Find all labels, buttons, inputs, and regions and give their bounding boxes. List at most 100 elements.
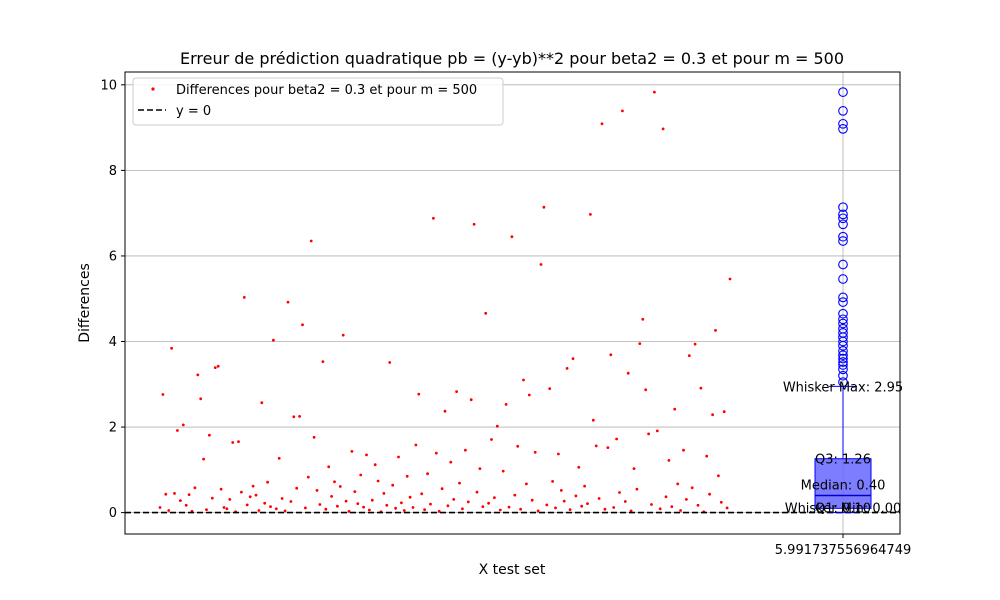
chart-title: Erreur de prédiction quadratique pb = (y… [180, 49, 844, 68]
data-point [673, 407, 677, 411]
data-point [289, 500, 293, 503]
outlier-marker [838, 318, 848, 329]
data-point [580, 504, 584, 508]
data-point [717, 474, 720, 478]
data-point [687, 354, 691, 357]
outlier-marker [838, 213, 848, 224]
data-point [464, 448, 467, 452]
data-point [277, 456, 281, 460]
outlier-marker [838, 292, 848, 303]
legend-entry-differences: Differences pour beta2 = 0.3 et pour m =… [176, 83, 477, 98]
data-point [685, 498, 688, 501]
data-point [411, 506, 415, 509]
data-point [472, 222, 476, 226]
data-point [362, 505, 365, 509]
outlier-marker [838, 209, 848, 220]
data-point [260, 401, 264, 405]
data-point [266, 480, 269, 484]
data-point [446, 504, 450, 508]
data-point [606, 446, 610, 449]
data-point [312, 435, 316, 439]
data-point [490, 438, 493, 441]
data-point [621, 109, 624, 113]
data-point [208, 433, 211, 437]
data-point [562, 499, 566, 503]
data-point [242, 296, 246, 299]
y-axis-ticks: 0 2 4 6 8 10 [100, 78, 125, 521]
outlier-marker [838, 236, 848, 246]
data-point [309, 239, 313, 243]
data-point [231, 441, 235, 444]
outlier-marker [838, 274, 848, 284]
data-point [577, 465, 581, 469]
data-point [554, 506, 557, 510]
data-point [597, 497, 601, 500]
data-point [618, 491, 621, 494]
whisker-max-label: Whisker Max: 2.95 [783, 380, 903, 395]
data-point [269, 505, 272, 508]
data-point [722, 410, 726, 414]
data-point [356, 502, 360, 505]
data-point [574, 494, 578, 498]
data-point [527, 393, 531, 397]
data-point [368, 508, 371, 512]
data-point [696, 503, 700, 507]
data-point [164, 492, 168, 496]
legend-box [132, 77, 504, 126]
data-point [405, 474, 409, 478]
data-point [161, 393, 165, 396]
y-axis-label: Differences [77, 263, 93, 342]
data-point [536, 509, 540, 513]
outlier-marker [838, 259, 848, 270]
data-point [272, 338, 275, 342]
data-point [295, 486, 299, 490]
data-point [423, 508, 426, 511]
data-point [591, 418, 595, 422]
data-point [324, 507, 328, 511]
data-point [458, 481, 461, 485]
data-point [693, 342, 697, 346]
data-point [449, 460, 453, 464]
data-point [388, 361, 392, 364]
data-point [391, 483, 395, 487]
data-point [589, 213, 592, 216]
data-point [615, 437, 618, 441]
data-point [350, 450, 354, 453]
data-point [304, 506, 307, 510]
data-point [210, 496, 214, 500]
data-point [400, 501, 403, 505]
data-point [495, 424, 499, 428]
data-point [533, 450, 537, 454]
data-point [170, 346, 174, 350]
data-point [347, 509, 351, 513]
legend-marker-red-dot [151, 87, 155, 91]
data-point [382, 492, 386, 495]
data-point [344, 499, 348, 503]
data-point [228, 498, 232, 501]
outlier-marker [838, 106, 848, 116]
data-point [641, 317, 645, 321]
data-point [199, 397, 203, 401]
data-point [670, 505, 674, 508]
data-point [237, 440, 240, 443]
data-point [714, 329, 717, 332]
data-point [504, 403, 508, 406]
data-point [493, 496, 496, 499]
outlier-marker [838, 323, 848, 334]
data-point [327, 465, 331, 469]
outlier-marker [838, 364, 848, 375]
data-point [196, 373, 200, 377]
data-point [452, 498, 456, 501]
q1-label: Q1: 0.10 [815, 501, 871, 516]
data-point [725, 506, 729, 510]
iqr-box [814, 458, 872, 509]
data-point [545, 503, 549, 507]
data-point [626, 371, 630, 375]
data-point [176, 429, 179, 432]
data-point [498, 508, 502, 512]
data-point [705, 454, 709, 458]
data-point [376, 479, 380, 483]
data-point [501, 469, 505, 473]
y-tick-label: 2 [109, 421, 117, 436]
